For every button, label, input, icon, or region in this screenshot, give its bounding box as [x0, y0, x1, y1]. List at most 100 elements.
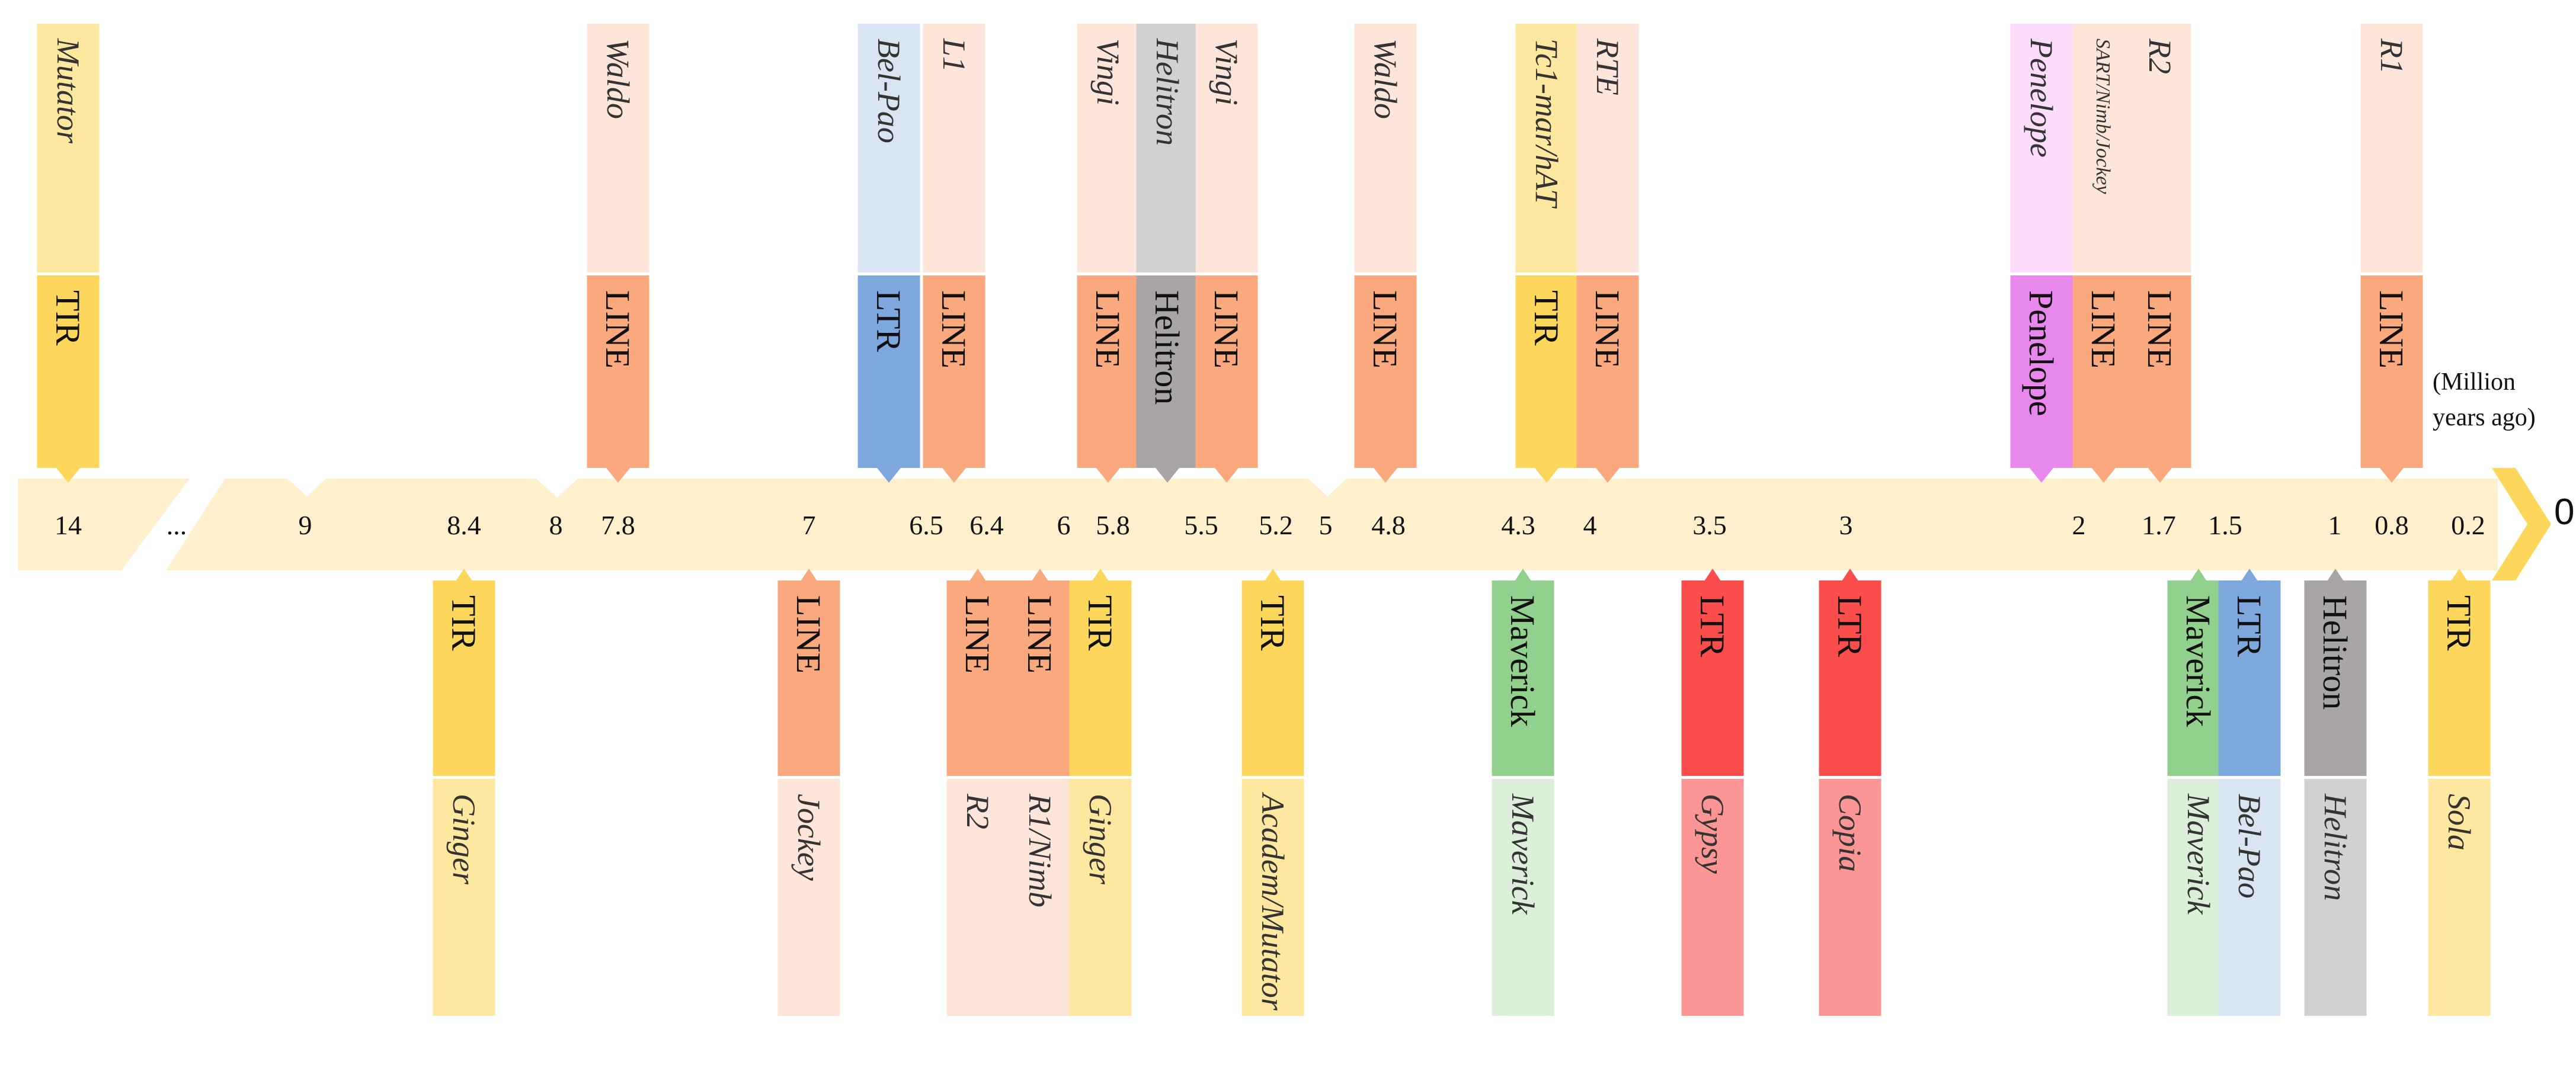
- tick-label: 4.3: [1501, 510, 1535, 540]
- class-box: [1354, 275, 1417, 468]
- insertion-pointer: [2187, 569, 2210, 586]
- class-label: LINE: [1588, 290, 1627, 368]
- family-label: Waldo: [1368, 39, 1403, 119]
- class-box: [1136, 275, 1199, 468]
- family-label: R1: [2374, 38, 2409, 74]
- insertion-pointer: [2238, 569, 2261, 586]
- family-label: Maverick: [2181, 793, 2216, 915]
- class-box: [2072, 275, 2135, 468]
- insertion-event: Penelope Penelope: [2010, 24, 2073, 483]
- family-box: [946, 779, 1009, 1016]
- axis-notch: [536, 479, 578, 498]
- family-box: [857, 24, 920, 272]
- tick-label: 4: [1583, 510, 1597, 540]
- tick-label: 1.7: [2142, 510, 2176, 540]
- family-label: Tc1-mar/hAT: [1529, 39, 1564, 209]
- insertion-pointer: [966, 569, 990, 586]
- family-box: [1515, 24, 1578, 272]
- family-box: [1492, 779, 1554, 1016]
- class-label: Helitron: [2316, 595, 2354, 710]
- family-box: [2010, 24, 2073, 272]
- family-box: [1009, 779, 1071, 1016]
- insertion-event: Helitron Helitron: [2304, 569, 2367, 1016]
- family-box: [2072, 24, 2135, 272]
- family-box: [1354, 24, 1417, 272]
- class-box: [1077, 275, 1140, 468]
- class-box: [1819, 580, 1881, 776]
- class-label: TIR: [49, 290, 87, 346]
- family-label: Ginger: [1083, 794, 1118, 885]
- tick-label: 2: [2072, 510, 2086, 540]
- insertion-event: LINE SART/Nimb/Jockey: [2072, 24, 2135, 483]
- family-box: [2360, 24, 2423, 272]
- insertion-event: LTR Bel-Pao: [857, 24, 920, 483]
- insertion-event: LINE L1: [923, 24, 985, 483]
- family-label: Ginger: [446, 794, 482, 885]
- insertion-events: TIR Mutator LINE Waldo LTR Bel-Pao LINE L1 LINE V…: [37, 24, 2491, 1016]
- insertion-pointer: [606, 468, 630, 483]
- family-box: [1819, 779, 1881, 1016]
- insertion-event: LINE R1: [2360, 24, 2423, 483]
- insertion-event: TIR Academ/Mutator: [1241, 569, 1304, 1016]
- family-box: [433, 779, 495, 1016]
- class-label: LINE: [599, 290, 637, 368]
- class-label: LTR: [1693, 595, 1732, 657]
- insertion-pointer: [877, 468, 901, 483]
- class-box: [2428, 580, 2491, 776]
- family-label: R2: [960, 793, 996, 829]
- family-box: [37, 24, 100, 272]
- insertion-pointer: [2092, 468, 2116, 483]
- insertion-event: LINE RTE: [1576, 24, 1639, 483]
- insertion-event: LINE R2: [946, 569, 1009, 1016]
- class-box: [433, 580, 495, 776]
- insertion-event: Maverick Maverick: [1492, 569, 1554, 1016]
- class-label: LINE: [2140, 290, 2179, 368]
- class-label: LINE: [1020, 595, 1059, 673]
- tick-label: 5: [1319, 510, 1333, 540]
- axis-arrow-head: [2492, 468, 2551, 580]
- family-label: Academ/Mutator: [1255, 792, 1291, 1011]
- family-label: SART/Nimb/Jockey: [2092, 39, 2114, 194]
- tick-label: 3: [1839, 510, 1853, 540]
- insertion-event: LINE R1/Nimb: [1009, 569, 1071, 1016]
- insertion-event: TIR Sola: [2428, 569, 2491, 1016]
- class-box: [2360, 275, 2423, 468]
- class-label: LINE: [1207, 290, 1246, 368]
- family-label: Helitron: [1150, 38, 1185, 146]
- class-box: [1009, 580, 1071, 776]
- axis-notch: [287, 479, 326, 496]
- tick-label: 6.5: [909, 510, 943, 540]
- family-label: Mutator: [50, 38, 86, 144]
- family-label: Waldo: [600, 39, 636, 119]
- insertion-pointer: [1374, 468, 1397, 483]
- tick-label: 8: [549, 510, 563, 540]
- class-label: Helitron: [1148, 290, 1186, 405]
- insertion-event: TIR Mutator: [37, 24, 100, 483]
- class-box: [777, 580, 840, 776]
- axis-unit-label-line2: years ago): [2433, 404, 2536, 431]
- family-label: Gypsy: [1695, 794, 1730, 874]
- class-label: LINE: [2084, 290, 2123, 368]
- insertion-event: TIR Ginger: [1069, 569, 1132, 1016]
- family-label: Vingi: [1209, 39, 1244, 105]
- class-box: [2010, 275, 2073, 468]
- insertion-event: LTR Bel-Pao: [2218, 569, 2281, 1016]
- insertion-event: LINE Vingi: [1195, 24, 1258, 483]
- tick-label: 8.4: [447, 510, 481, 540]
- tick-label: 0.2: [2451, 510, 2485, 540]
- family-box: [923, 24, 985, 272]
- family-box: [1195, 24, 1258, 272]
- tick-label: 6.4: [969, 510, 1004, 540]
- insertion-event: LTR Copia: [1819, 569, 1881, 1016]
- insertion-pointer: [1535, 468, 1559, 483]
- insertion-pointer: [2030, 468, 2053, 483]
- insertion-event: TIR Tc1-mar/hAT: [1515, 24, 1578, 483]
- class-label: LINE: [958, 595, 997, 673]
- class-box: [1492, 580, 1554, 776]
- insertion-pointer: [1089, 569, 1112, 586]
- class-label: TIR: [444, 595, 483, 651]
- insertion-pointer: [452, 569, 476, 586]
- family-box: [2129, 24, 2191, 272]
- class-box: [923, 275, 985, 468]
